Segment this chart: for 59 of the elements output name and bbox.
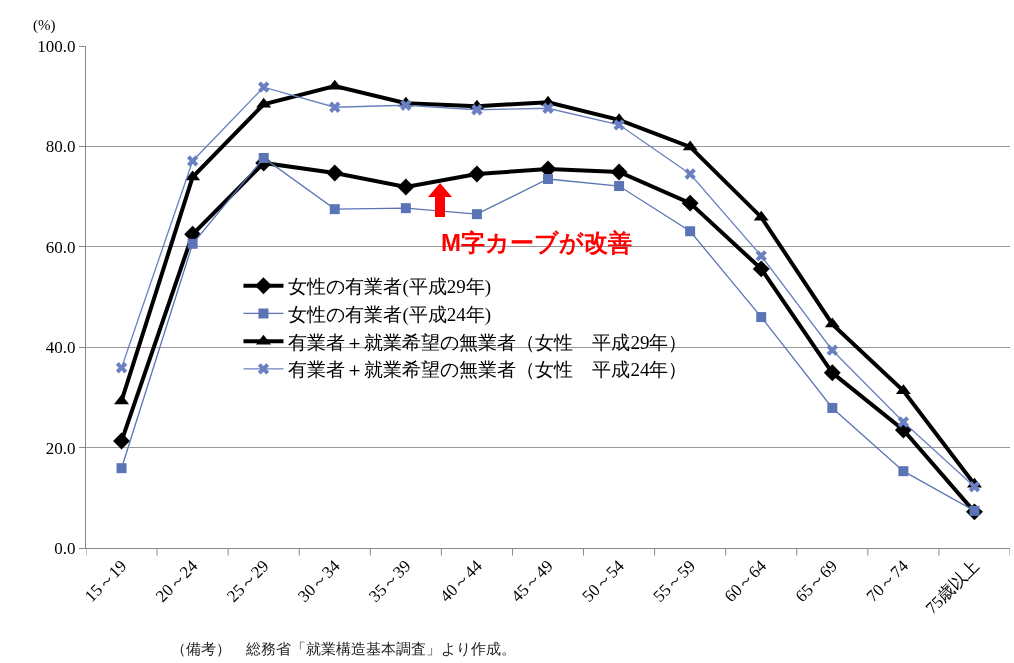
point bbox=[187, 238, 198, 249]
point bbox=[826, 344, 838, 356]
point bbox=[755, 250, 767, 262]
point bbox=[684, 168, 696, 180]
point bbox=[827, 402, 838, 413]
point bbox=[116, 463, 127, 474]
point bbox=[471, 209, 482, 220]
x-tick-label: 20～24 bbox=[151, 555, 202, 606]
y-tick-label: 100.0 bbox=[37, 36, 76, 56]
point bbox=[681, 194, 699, 212]
point bbox=[614, 181, 625, 192]
point bbox=[400, 203, 411, 214]
text: （備考） 総務省「就業構造基本調査」より作成。 bbox=[171, 641, 516, 657]
point bbox=[113, 432, 130, 450]
point bbox=[400, 99, 412, 111]
point bbox=[756, 312, 767, 323]
point bbox=[968, 481, 981, 493]
point bbox=[329, 101, 341, 113]
point bbox=[326, 164, 344, 182]
x-tick-label: 60～64 bbox=[720, 555, 771, 606]
x-tick-label: 65～69 bbox=[791, 556, 842, 606]
y-tick-label: 60.0 bbox=[45, 237, 76, 257]
point bbox=[610, 163, 628, 181]
x-tick-label: 50～54 bbox=[578, 555, 629, 606]
x-tick-label: 45～49 bbox=[507, 556, 557, 606]
x-tick-label: 25～29 bbox=[223, 556, 273, 606]
point bbox=[468, 165, 486, 183]
point bbox=[115, 362, 128, 374]
point bbox=[685, 226, 696, 237]
y-tick-label: 80.0 bbox=[45, 137, 76, 157]
x-tick-label: 15～19 bbox=[80, 556, 131, 606]
y-axis-title: (%) bbox=[33, 17, 56, 34]
point bbox=[329, 204, 340, 215]
point bbox=[397, 178, 415, 196]
point bbox=[258, 152, 269, 163]
point bbox=[471, 104, 483, 116]
point bbox=[898, 466, 909, 477]
y-tick-label: 0.0 bbox=[54, 538, 76, 558]
legend-label: 有業者＋就業希望の無業者（女性 平成24年） bbox=[288, 359, 688, 381]
x-tick-label: 40～44 bbox=[436, 555, 487, 606]
x-tick-label: 70～74 bbox=[862, 555, 913, 606]
x-tick-label: 30～34 bbox=[294, 555, 344, 606]
point bbox=[897, 416, 910, 428]
point bbox=[258, 81, 270, 93]
legend-label: 女性の有業者(平成29年) bbox=[288, 276, 492, 299]
x-tick-label: 55～59 bbox=[649, 556, 699, 606]
y-tick-label: 40.0 bbox=[45, 338, 76, 358]
point bbox=[823, 364, 841, 382]
y-tick-label: 20.0 bbox=[45, 438, 76, 458]
legend-label: 有業者＋就業希望の無業者（女性 平成29年） bbox=[288, 331, 688, 353]
point bbox=[752, 260, 770, 278]
point bbox=[543, 174, 553, 185]
x-tick-label: 75歳以上 bbox=[921, 556, 984, 618]
annotation: M字カーブが改善 bbox=[441, 229, 632, 256]
point bbox=[542, 102, 554, 114]
x-tick-label: 35～39 bbox=[365, 556, 415, 606]
legend-label: 女性の有業者(平成24年) bbox=[288, 303, 492, 326]
point bbox=[186, 155, 199, 167]
point bbox=[613, 119, 625, 131]
